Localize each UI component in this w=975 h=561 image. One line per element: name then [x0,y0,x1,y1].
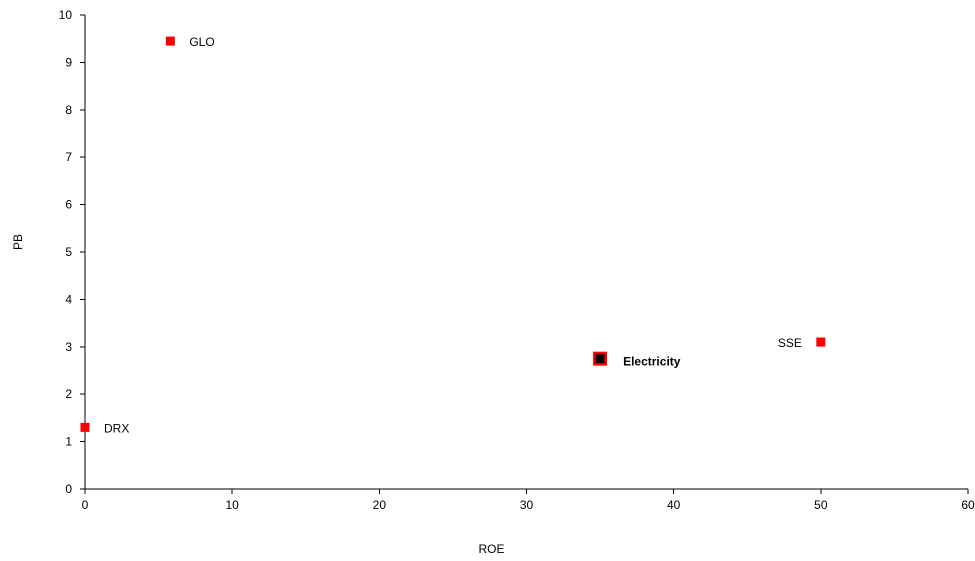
point-marker-sse [816,337,826,347]
x-tick-label: 0 [82,498,89,512]
x-tick-label: 30 [520,498,534,512]
y-tick-label: 1 [65,435,72,449]
x-axis-ticks: 0 10 20 30 40 50 60 [82,489,975,512]
point-label-glo: GLO [189,35,214,49]
y-tick-label: 7 [65,150,72,164]
axes [84,15,968,490]
y-axis-ticks: 0 1 2 3 4 5 6 7 8 9 10 [59,8,85,496]
x-tick-label: 40 [667,498,681,512]
x-tick-label: 20 [373,498,387,512]
x-tick-label: 60 [961,498,975,512]
y-tick-label: 9 [65,55,72,69]
x-tick-label: 50 [814,498,828,512]
point-label-sse: SSE [778,336,802,350]
point-marker-glo [165,36,175,46]
data-points: GLO DRX SSE Electricity [80,35,826,435]
y-tick-label: 10 [59,8,73,22]
y-tick-label: 3 [65,340,72,354]
point-label-drx: DRX [104,421,129,435]
point-label-electricity: Electricity [623,355,681,369]
point-marker-drx [80,422,90,432]
x-axis-title: ROE [478,542,504,556]
x-tick-label: 10 [225,498,239,512]
point-marker-electricity [595,354,605,364]
y-tick-label: 6 [65,198,72,212]
y-tick-label: 8 [65,103,72,117]
y-tick-label: 2 [65,387,72,401]
y-axis-title: PB [11,234,25,250]
y-tick-label: 0 [65,482,72,496]
y-tick-label: 4 [65,292,72,306]
y-tick-label: 5 [65,245,72,259]
